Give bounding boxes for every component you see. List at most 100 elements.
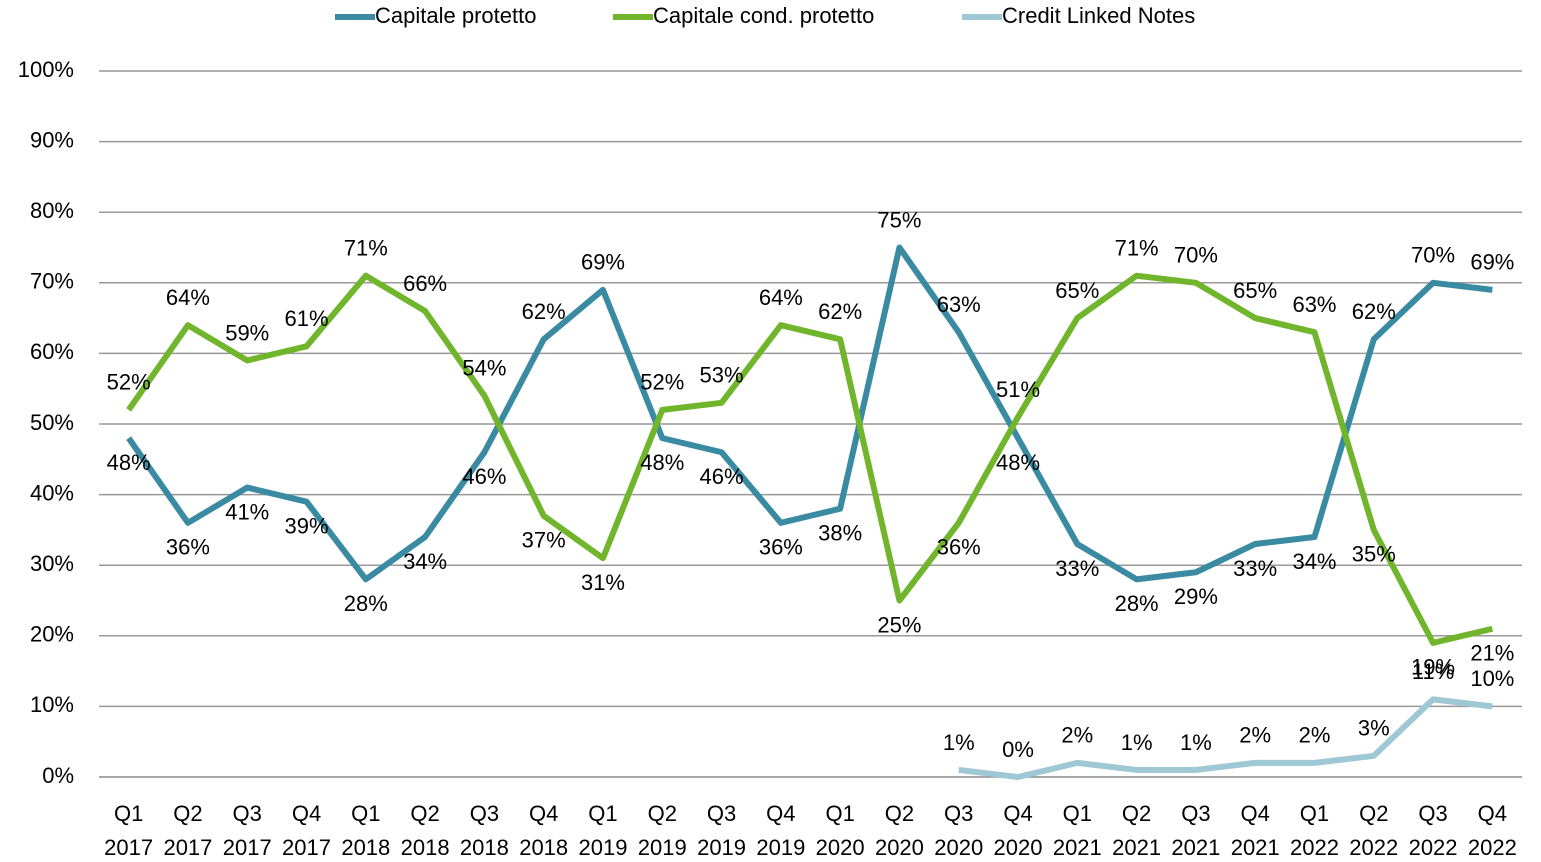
- data-label: 63%: [937, 292, 981, 317]
- data-label: 33%: [1233, 556, 1277, 581]
- data-label: 1%: [1121, 730, 1153, 755]
- data-label: 33%: [1055, 556, 1099, 581]
- x-tick-label: Q2 2020: [874, 801, 924, 860]
- data-label: 34%: [1292, 549, 1336, 574]
- legend-label: Capitale cond. protetto: [653, 3, 874, 28]
- x-tick-label: Q3 2022: [1408, 801, 1458, 860]
- x-tick-label: Q2 2017: [163, 801, 213, 860]
- x-tick-label: Q1 2018: [341, 801, 391, 860]
- data-label: 1%: [1180, 730, 1212, 755]
- data-label: 11%: [1412, 659, 1454, 684]
- data-label: 65%: [1233, 278, 1277, 303]
- data-label: 36%: [166, 535, 210, 560]
- data-label: 25%: [877, 612, 921, 637]
- y-tick-label: 0%: [42, 763, 74, 788]
- data-label: 41%: [225, 499, 269, 524]
- x-tick-label: Q2 2022: [1349, 801, 1399, 860]
- data-label: 48%: [996, 450, 1040, 475]
- data-label: 2%: [1061, 723, 1093, 748]
- data-label: 62%: [522, 299, 566, 324]
- series-line: [958, 696, 1493, 780]
- x-tick-label: Q3 2018: [459, 801, 509, 860]
- legend-label: Credit Linked Notes: [1002, 3, 1195, 28]
- data-label: 75%: [877, 207, 921, 232]
- data-label: 70%: [1174, 243, 1218, 268]
- x-tick-label: Q1 2020: [815, 801, 865, 860]
- data-label: 70%: [1411, 243, 1455, 268]
- data-label: 69%: [581, 250, 625, 275]
- data-label: 51%: [996, 377, 1040, 402]
- x-tick-label: Q4 2018: [519, 801, 569, 860]
- data-label: 71%: [1115, 236, 1159, 261]
- data-label: 29%: [1174, 584, 1218, 609]
- data-label: 3%: [1358, 716, 1390, 741]
- x-tick-label: Q3 2017: [222, 801, 272, 860]
- data-label: 52%: [107, 370, 151, 395]
- legend-label: Capitale protetto: [375, 3, 536, 28]
- x-tick-label: Q4 2021: [1230, 801, 1280, 860]
- data-label: 63%: [1292, 292, 1336, 317]
- data-label: 46%: [700, 464, 744, 489]
- data-label: 65%: [1055, 278, 1099, 303]
- data-label: 31%: [581, 570, 625, 595]
- data-label: 53%: [700, 363, 744, 388]
- data-label: 34%: [403, 549, 447, 574]
- x-tick-label: Q2 2019: [637, 801, 687, 860]
- data-label: 21%: [1470, 641, 1514, 666]
- x-tick-label: Q3 2019: [697, 801, 747, 860]
- x-tick-label: Q4 2019: [756, 801, 806, 860]
- data-label: 19%: [1411, 655, 1455, 680]
- data-label: 39%: [284, 513, 328, 538]
- data-label: 38%: [818, 521, 862, 546]
- data-label: 54%: [462, 356, 506, 381]
- x-tick-label: Q2 2021: [1112, 801, 1162, 860]
- series-line: [126, 244, 1493, 583]
- x-tick-label: Q2 2018: [400, 801, 450, 860]
- data-label: 61%: [284, 306, 328, 331]
- data-label: 66%: [403, 271, 447, 296]
- x-tick-label: Q4 2017: [282, 801, 331, 860]
- data-label: 46%: [462, 464, 506, 489]
- y-tick-label: 90%: [30, 127, 74, 152]
- y-tick-label: 70%: [30, 269, 74, 294]
- x-tick-label: Q3 2020: [934, 801, 984, 860]
- y-tick-label: 100%: [18, 57, 74, 82]
- data-label: 2%: [1239, 723, 1271, 748]
- data-label: 36%: [759, 535, 803, 560]
- y-tick-label: 30%: [30, 551, 74, 576]
- data-label: 62%: [818, 299, 862, 324]
- data-label: 52%: [640, 370, 684, 395]
- x-tick-label: Q1 2019: [578, 801, 628, 860]
- y-tick-label: 50%: [30, 410, 74, 435]
- data-label: 1%: [943, 730, 975, 755]
- y-tick-label: 80%: [30, 198, 74, 223]
- x-tick-label: Q1 2017: [104, 801, 154, 860]
- data-label: 69%: [1470, 250, 1514, 275]
- data-label: 71%: [344, 236, 388, 261]
- data-label: 62%: [1352, 299, 1396, 324]
- data-label: 64%: [166, 285, 210, 310]
- data-label: 36%: [937, 535, 981, 560]
- data-label: 35%: [1352, 542, 1396, 567]
- data-label: 2%: [1299, 723, 1331, 748]
- x-tick-label: Q4 2020: [993, 801, 1043, 860]
- x-tick-label: Q3 2021: [1171, 801, 1221, 860]
- data-label: 10%: [1470, 666, 1514, 691]
- data-label: 59%: [225, 320, 269, 345]
- data-label: 28%: [1115, 591, 1159, 616]
- data-label: 48%: [640, 450, 684, 475]
- data-label: 64%: [759, 285, 803, 310]
- y-tick-label: 60%: [30, 339, 74, 364]
- data-label: 48%: [107, 450, 151, 475]
- y-tick-label: 20%: [30, 622, 74, 647]
- data-label: 0%: [1002, 737, 1034, 762]
- data-label: 28%: [344, 591, 388, 616]
- data-label: 37%: [522, 528, 566, 553]
- y-tick-label: 10%: [30, 692, 74, 717]
- x-tick-label: Q1 2021: [1052, 801, 1102, 860]
- x-tick-label: Q1 2022: [1289, 801, 1339, 860]
- y-tick-label: 40%: [30, 480, 74, 505]
- x-tick-label: Q4 2022: [1467, 801, 1517, 860]
